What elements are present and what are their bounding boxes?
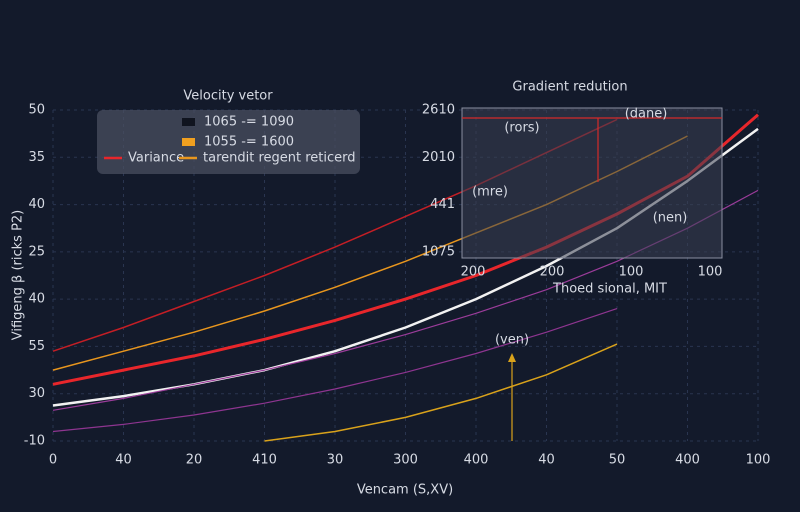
x-tick-label: 100 [746, 453, 771, 468]
annotation-arrowhead [508, 353, 516, 362]
x-tick-label: 410 [252, 453, 277, 468]
x-tick-label: 40 [115, 453, 132, 468]
y-axis-label: Vifigeng β (ricks P2) [11, 210, 26, 341]
x-tick-label: 20 [186, 453, 203, 468]
inset-annotation: (nen) [653, 211, 688, 226]
x-tick-label: 300 [393, 453, 418, 468]
chart-title: Velocity vetor [183, 89, 273, 104]
inset-x-label: Thoed sional, MIT [552, 282, 667, 297]
x-tick-label: 0 [49, 453, 57, 468]
y-tick-label: 25 [28, 244, 45, 259]
legend-swatch [182, 138, 195, 146]
inset-annotation: (dane) [625, 107, 668, 122]
inset-y-tick-label: 441 [430, 197, 455, 212]
legend-swatch [182, 118, 195, 126]
series-line [52, 308, 618, 433]
x-tick-label: 30 [327, 453, 344, 468]
y-tick-label: 30 [28, 386, 45, 401]
inset-x-tick-label: 200 [540, 265, 565, 280]
y-tick-label: 40 [28, 292, 45, 307]
y-tick-label: 50 [28, 103, 45, 118]
inset-y-tick-label: 2010 [422, 150, 455, 165]
y-tick-label: 40 [28, 197, 45, 212]
x-axis-label: Vencam (S,XV) [357, 483, 453, 498]
inset-x-tick-label: 200 [461, 265, 486, 280]
inset-x-tick-label: 100 [619, 265, 644, 280]
x-tick-label: 50 [609, 453, 626, 468]
y-tick-label: 35 [28, 150, 45, 165]
legend-label: 1065 -= 1090 [204, 115, 294, 130]
series-line [264, 343, 618, 442]
x-tick-label: 400 [675, 453, 700, 468]
legend-label: Variance [128, 151, 184, 166]
inset-title: Gradient redution [512, 80, 627, 95]
legend-label: 1055 -= 1600 [204, 135, 294, 150]
y-tick-label: 55 [28, 339, 45, 354]
inset-y-tick-label: 1075 [422, 245, 455, 260]
inset-annotation: (rors) [504, 121, 539, 136]
inset-x-tick-label: 100 [698, 265, 723, 280]
legend-label: tarendit regent reticerd [203, 151, 356, 166]
y-tick-label: -10 [24, 434, 45, 449]
legend-box [97, 110, 360, 174]
x-tick-label: 400 [464, 453, 489, 468]
annotation: (ven) [495, 333, 529, 348]
x-tick-label: 40 [538, 453, 555, 468]
inset-y-tick-label: 2610 [422, 103, 455, 118]
inset-panel [461, 107, 723, 259]
inset-annotation: (mre) [472, 185, 508, 200]
